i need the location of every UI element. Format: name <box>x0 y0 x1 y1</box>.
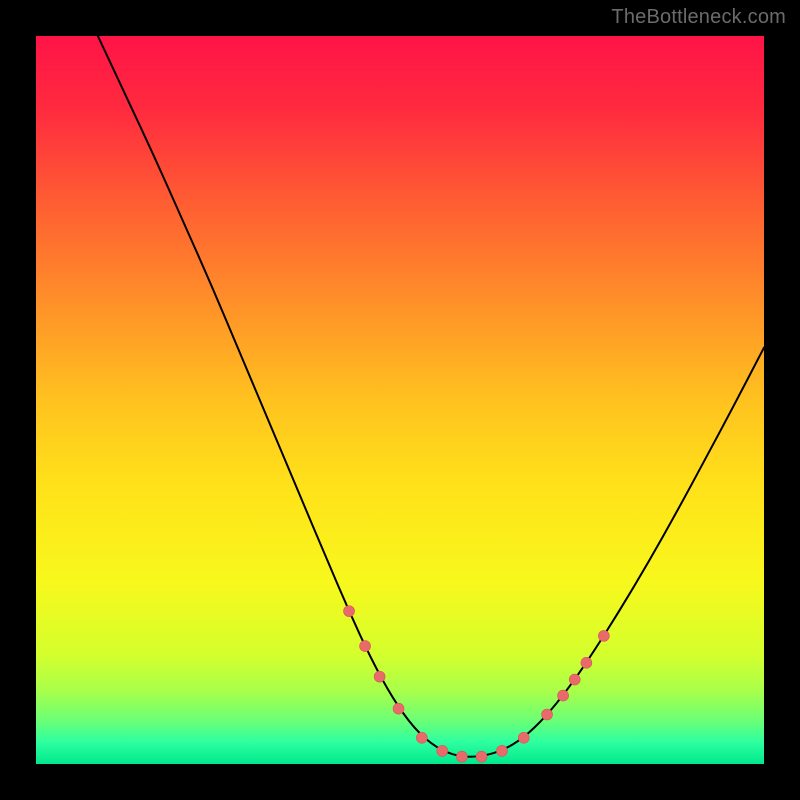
chart-plot <box>36 36 764 764</box>
chart-frame: TheBottleneck.com <box>0 0 800 800</box>
watermark-text: TheBottleneck.com <box>611 6 786 29</box>
data-marker <box>344 606 355 617</box>
data-marker <box>558 690 569 701</box>
data-marker <box>393 703 404 714</box>
data-marker <box>416 732 427 743</box>
data-marker <box>456 751 467 762</box>
data-marker <box>542 709 553 720</box>
data-marker <box>569 674 580 685</box>
data-marker <box>581 657 592 668</box>
chart-svg <box>36 36 764 764</box>
data-marker <box>374 671 385 682</box>
data-marker <box>496 745 507 756</box>
data-marker <box>437 745 448 756</box>
data-marker <box>518 732 529 743</box>
data-marker <box>476 751 487 762</box>
data-marker <box>360 641 371 652</box>
data-marker <box>598 630 609 641</box>
chart-background <box>36 36 764 764</box>
